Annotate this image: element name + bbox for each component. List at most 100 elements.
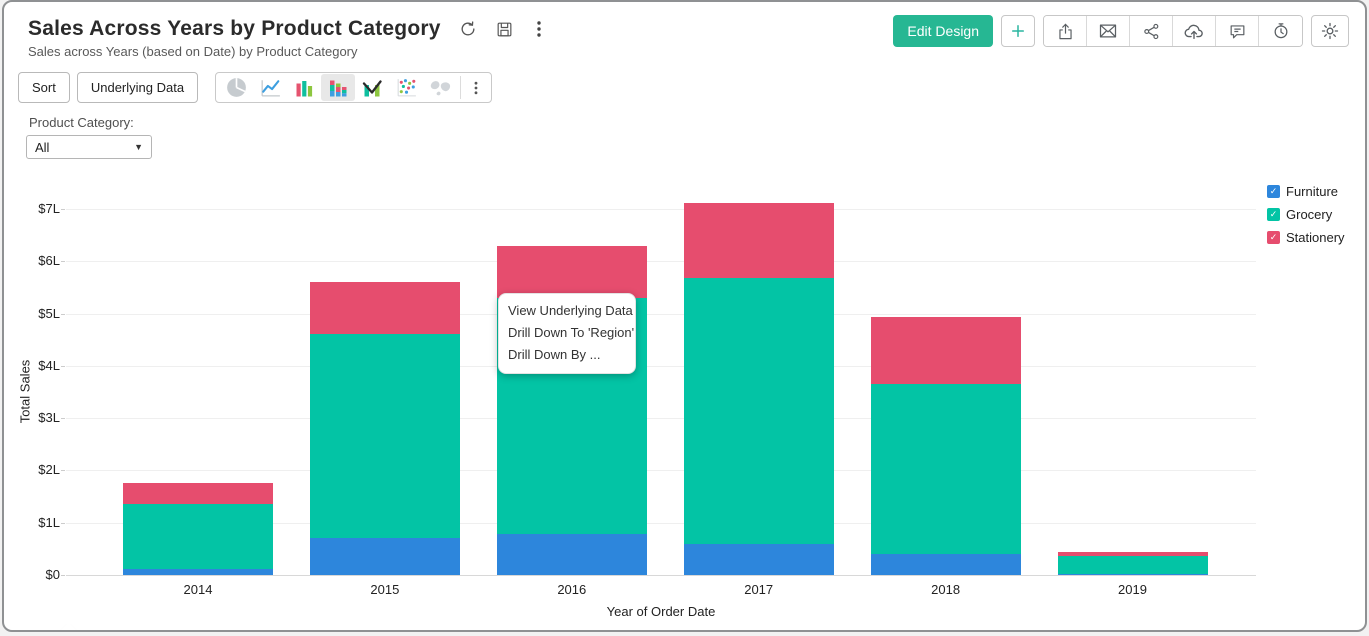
- legend-item-furniture[interactable]: ✓ Furniture: [1267, 184, 1338, 199]
- chart-toolbar: Sort Underlying Data: [18, 72, 493, 103]
- legend-label: Grocery: [1286, 207, 1333, 222]
- export-icon: [1056, 22, 1075, 41]
- chart-context-menu: View Underlying Data Drill Down To 'Regi…: [498, 293, 636, 374]
- more-options-icon[interactable]: [531, 20, 547, 38]
- chart-type-more-button[interactable]: [464, 74, 488, 101]
- share-icon: [1142, 22, 1161, 41]
- gridline: [66, 470, 1256, 472]
- product-category-dropdown[interactable]: All ▼: [26, 135, 152, 159]
- bar-segment-grocery-2019[interactable]: [1057, 556, 1208, 574]
- email-icon: [1098, 21, 1118, 41]
- y-tick-mark: [61, 261, 65, 263]
- chart-type-stacked-bar[interactable]: [321, 74, 356, 101]
- edit-design-button[interactable]: Edit Design: [893, 15, 993, 47]
- bar-segment-stationery-2018[interactable]: [870, 317, 1021, 385]
- bar-segment-furniture-2015[interactable]: [309, 538, 460, 575]
- save-icon[interactable]: [495, 20, 514, 39]
- bar-segment-grocery-2014[interactable]: [123, 503, 273, 570]
- y-tick-mark: [61, 313, 65, 315]
- alert-button[interactable]: [1259, 16, 1302, 46]
- page-subtitle: Sales across Years (based on Date) by Pr…: [28, 44, 358, 59]
- kebab-menu-icon: [469, 79, 483, 97]
- chart-type-combo[interactable]: [355, 74, 389, 101]
- x-axis-line: [66, 575, 1256, 576]
- y-tick-label: $2L: [38, 462, 60, 478]
- email-button[interactable]: [1087, 16, 1130, 46]
- chart-type-line[interactable]: [253, 74, 287, 101]
- divider: [460, 76, 462, 99]
- y-tick-label: $3L: [38, 410, 60, 426]
- gridline: [66, 522, 1256, 524]
- filter-label: Product Category:: [29, 115, 134, 130]
- y-tick-label: $4L: [38, 357, 60, 373]
- bar-segment-stationery-2017[interactable]: [683, 203, 834, 278]
- gridline: [66, 313, 1256, 315]
- bar-segment-furniture-2016[interactable]: [496, 534, 647, 575]
- comment-button[interactable]: [1216, 16, 1259, 46]
- sort-button[interactable]: Sort: [18, 72, 70, 103]
- y-tick-label: $1L: [38, 514, 60, 530]
- y-tick-mark: [61, 575, 65, 576]
- stacked-bar-chart-icon: [326, 76, 350, 100]
- bar-segment-furniture-2014[interactable]: [123, 569, 273, 575]
- bar-segment-stationery-2015[interactable]: [309, 281, 460, 335]
- chart-type-pie[interactable]: [219, 74, 253, 101]
- share-actions-group: [1043, 15, 1303, 47]
- chart-type-bar[interactable]: [287, 74, 321, 101]
- y-tick-label: $0: [45, 567, 60, 582]
- export-button[interactable]: [1044, 16, 1087, 46]
- refresh-icon[interactable]: [458, 19, 478, 39]
- y-tick-mark: [61, 365, 65, 367]
- share-button[interactable]: [1130, 16, 1173, 46]
- legend-item-grocery[interactable]: ✓ Grocery: [1267, 207, 1332, 222]
- x-tick-label: 2017: [744, 582, 774, 597]
- map-chart-icon: [428, 75, 453, 100]
- add-button[interactable]: [1001, 15, 1035, 47]
- legend-checkbox-furniture[interactable]: ✓: [1267, 185, 1280, 198]
- bar-segment-stationery-2019[interactable]: [1057, 551, 1208, 557]
- legend-label: Furniture: [1286, 184, 1339, 199]
- pie-chart-icon: [224, 75, 249, 100]
- stacked-bar-chart: $0 $1L $2L $3L $4L $5L $6L $7L 2014 2015 2016 2017 2…: [4, 2, 1365, 630]
- legend-checkbox-grocery[interactable]: ✓: [1267, 208, 1280, 221]
- menu-item-drill-down-region[interactable]: Drill Down To 'Region': [508, 324, 635, 340]
- legend-item-stationery[interactable]: ✓ Stationery: [1267, 230, 1345, 245]
- gridline: [66, 418, 1256, 420]
- chart-type-map[interactable]: [423, 74, 457, 101]
- combo-chart-icon: [360, 76, 384, 100]
- y-tick-mark: [61, 522, 65, 524]
- chart-type-scatter[interactable]: [389, 74, 423, 101]
- underlying-data-button[interactable]: Underlying Data: [76, 72, 199, 103]
- bar-segment-stationery-2016[interactable]: [496, 246, 647, 298]
- y-tick-mark: [61, 418, 65, 420]
- settings-gear-button[interactable]: [1311, 15, 1349, 47]
- dropdown-value: All: [35, 139, 50, 155]
- bar-segment-grocery-2017[interactable]: [683, 278, 834, 544]
- bar-segment-grocery-2018[interactable]: [870, 384, 1021, 555]
- bar-segment-furniture-2018[interactable]: [870, 554, 1021, 575]
- plus-icon: [1009, 22, 1027, 40]
- gridline: [66, 208, 1256, 210]
- x-tick-label: 2018: [931, 582, 961, 597]
- comment-icon: [1228, 22, 1247, 41]
- gear-icon: [1320, 21, 1340, 41]
- menu-item-view-underlying-data[interactable]: View Underlying Data: [508, 302, 633, 318]
- x-tick-label: 2014: [183, 582, 213, 597]
- scatter-chart-icon: [394, 75, 419, 100]
- header: Sales Across Years by Product Category S…: [4, 2, 1365, 64]
- bar-segment-furniture-2017[interactable]: [683, 543, 834, 575]
- dropdown-caret-icon: ▼: [134, 142, 143, 152]
- menu-item-drill-down-by[interactable]: Drill Down By ...: [508, 347, 601, 363]
- publish-button[interactable]: [1173, 16, 1216, 46]
- chart-type-selector: [215, 72, 493, 103]
- legend-checkbox-stationery[interactable]: ✓: [1267, 231, 1280, 244]
- bar-segment-grocery-2015[interactable]: [309, 334, 460, 539]
- bar-segment-furniture-2019[interactable]: [1057, 573, 1208, 575]
- y-tick-mark: [61, 470, 65, 472]
- y-axis-title: Total Sales: [17, 359, 33, 424]
- legend-label: Stationery: [1286, 230, 1345, 245]
- bar-segment-stationery-2014[interactable]: [123, 482, 273, 504]
- x-tick-label: 2016: [557, 582, 587, 597]
- x-tick-label: 2019: [1118, 582, 1147, 597]
